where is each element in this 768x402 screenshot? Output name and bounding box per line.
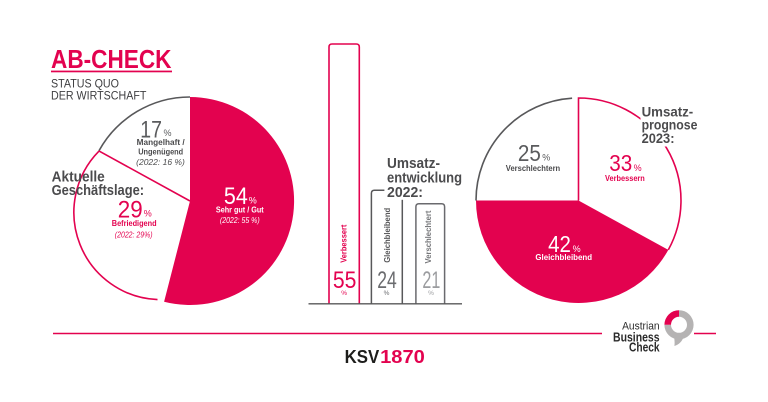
svg-text:Umsatz-: Umsatz-	[387, 156, 440, 172]
svg-text:Verschlechtert: Verschlechtert	[424, 210, 433, 263]
svg-text:Umsatz-: Umsatz-	[642, 103, 694, 119]
svg-text:Gleichbleibend: Gleichbleibend	[383, 208, 392, 263]
svg-text:Verschlechtern: Verschlechtern	[506, 164, 560, 173]
svg-text:Geschäftslage:: Geschäftslage:	[52, 183, 145, 199]
svg-text:Verbessert: Verbessert	[340, 224, 349, 263]
svg-text:Business: Business	[613, 329, 660, 344]
svg-text:54: 54	[224, 183, 248, 210]
svg-text:25: 25	[518, 140, 541, 166]
svg-text:(2022: 29%): (2022: 29%)	[115, 231, 153, 240]
svg-text:DER WIRTSCHAFT: DER WIRTSCHAFT	[51, 91, 146, 103]
svg-text:Befriedigend: Befriedigend	[112, 219, 157, 228]
svg-text:(2022: 16 %): (2022: 16 %)	[136, 158, 185, 167]
svg-text:Ungenügend: Ungenügend	[138, 147, 183, 156]
svg-text:24: 24	[377, 267, 397, 294]
svg-text:Check: Check	[629, 340, 660, 355]
svg-text:Verbessern: Verbessern	[605, 174, 645, 183]
svg-text:(2022: 55 %): (2022: 55 %)	[220, 216, 260, 225]
svg-text:%: %	[341, 290, 347, 297]
svg-text:prognose: prognose	[642, 117, 698, 133]
svg-text:%: %	[428, 290, 434, 297]
svg-text:STATUS QUO: STATUS QUO	[51, 79, 119, 91]
svg-text:2022:: 2022:	[387, 185, 423, 201]
svg-text:KSV: KSV	[345, 346, 380, 367]
svg-text:%: %	[573, 244, 581, 254]
svg-text:33: 33	[609, 150, 632, 176]
svg-text:1870: 1870	[380, 346, 425, 367]
svg-text:AB-CHECK: AB-CHECK	[51, 44, 172, 74]
svg-text:Mangelhaft /: Mangelhaft /	[137, 138, 186, 147]
svg-text:21: 21	[422, 267, 440, 294]
svg-text:17: 17	[140, 116, 162, 143]
svg-text:%: %	[634, 163, 642, 173]
svg-text:%: %	[164, 128, 172, 138]
svg-text:Sehr gut / Gut: Sehr gut / Gut	[216, 206, 264, 215]
svg-text:2023:: 2023:	[642, 130, 675, 146]
svg-text:Aktuelle: Aktuelle	[52, 170, 105, 186]
svg-text:55: 55	[333, 267, 357, 294]
svg-text:Austrian: Austrian	[622, 320, 660, 332]
svg-text:%: %	[249, 196, 257, 206]
svg-text:entwicklung: entwicklung	[387, 171, 462, 187]
svg-text:42: 42	[548, 231, 571, 257]
svg-text:%: %	[384, 290, 390, 297]
svg-text:%: %	[144, 209, 152, 219]
svg-text:29: 29	[118, 197, 143, 224]
svg-text:Gleichbleibend: Gleichbleibend	[535, 253, 592, 262]
svg-text:%: %	[542, 153, 550, 163]
